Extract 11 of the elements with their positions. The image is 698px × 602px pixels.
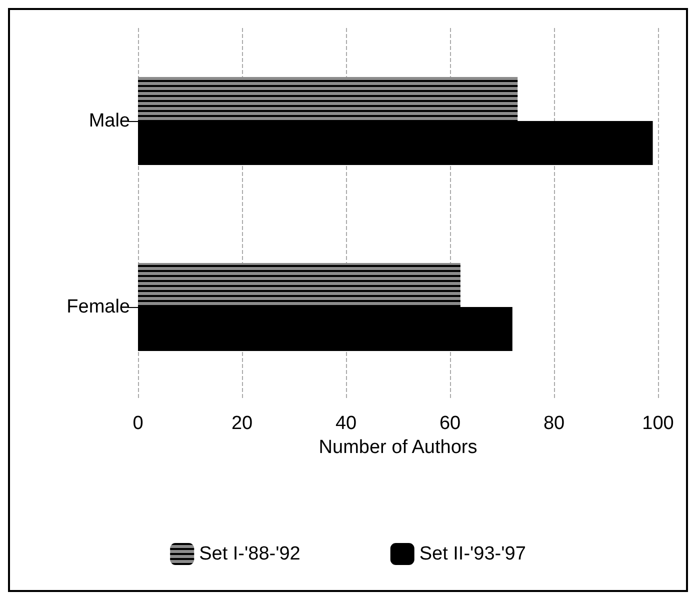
x-tick-label: 60	[439, 413, 461, 434]
x-tick-label: 40	[335, 413, 357, 434]
x-axis-title: Number of Authors	[318, 436, 478, 458]
x-tick-label: 100	[642, 413, 674, 434]
legend-label: Set I-'88-'92	[199, 544, 300, 564]
x-tick-label: 20	[231, 413, 253, 434]
y-tick-label: Male	[88, 110, 130, 132]
legend-label: Set II-'93-'97	[419, 544, 526, 564]
x-tick-label: 80	[543, 413, 565, 434]
x-tick-label: 0	[132, 413, 144, 434]
y-tick-label: Female	[66, 296, 130, 318]
